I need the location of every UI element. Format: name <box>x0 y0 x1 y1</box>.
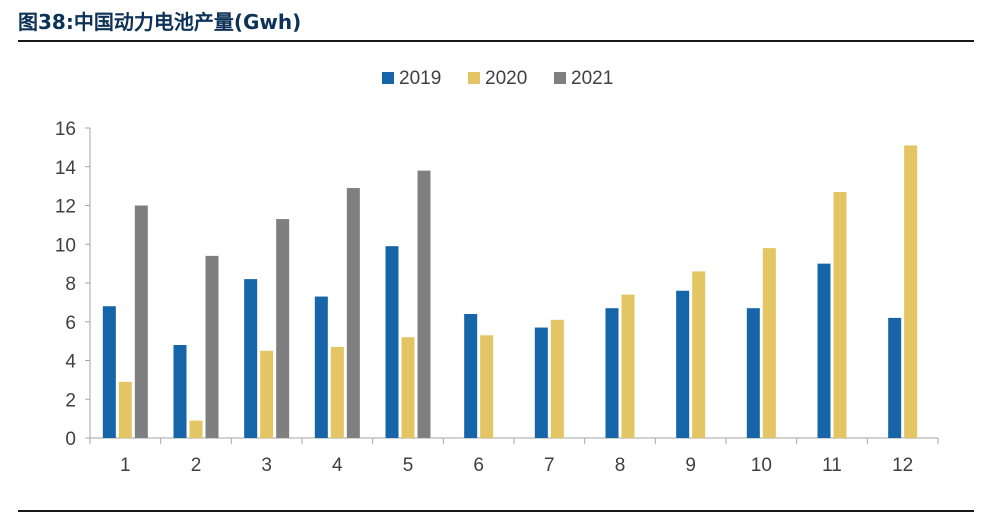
legend-swatch-2020 <box>468 72 480 84</box>
bar-2019-8 <box>605 308 619 438</box>
bar-2019-6 <box>464 314 478 438</box>
y-tick-label: 14 <box>55 158 77 179</box>
bar-2019-11 <box>817 263 831 438</box>
legend-label-2019: 2019 <box>399 68 441 89</box>
chart-bars <box>102 145 918 438</box>
x-tick-label: 3 <box>261 455 272 476</box>
bar-2021-5 <box>417 170 431 438</box>
bar-2020-4 <box>330 346 344 438</box>
bar-2019-9 <box>676 290 690 438</box>
legend-swatch-2021 <box>554 72 566 84</box>
bar-2019-2 <box>173 345 187 438</box>
bar-2020-3 <box>260 350 274 438</box>
x-tick-label: 9 <box>685 455 696 476</box>
legend-label-2020: 2020 <box>485 68 527 89</box>
x-tick-label: 1 <box>120 455 131 476</box>
y-tick-label: 10 <box>55 235 76 256</box>
y-axis: 0 2 4 6 8 10 12 14 16 <box>55 119 91 450</box>
x-tick-label: 5 <box>403 455 414 476</box>
y-tick-label: 4 <box>65 352 76 373</box>
bar-2019-3 <box>244 279 258 438</box>
bar-2021-1 <box>134 205 148 438</box>
bar-2019-10 <box>746 308 760 438</box>
bar-2021-2 <box>205 255 219 438</box>
y-tick-label: 12 <box>55 197 76 218</box>
bar-2019-12 <box>888 317 902 438</box>
bottom-divider <box>18 510 974 512</box>
bar-2020-1 <box>118 381 132 438</box>
x-tick-label: 7 <box>544 455 555 476</box>
bar-2019-4 <box>314 296 328 438</box>
x-tick-label: 6 <box>473 455 484 476</box>
bar-2021-3 <box>276 219 290 438</box>
x-tick-label: 8 <box>615 455 626 476</box>
x-tick-label: 12 <box>892 455 913 476</box>
bar-2020-10 <box>762 248 776 438</box>
y-tick-label: 2 <box>65 390 76 411</box>
bar-2020-8 <box>621 294 635 438</box>
bar-2020-6 <box>480 335 494 438</box>
bar-2020-9 <box>692 271 706 438</box>
x-tick-label: 4 <box>332 455 343 476</box>
figure-title: 图38:中国动力电池产量(Gwh) <box>18 10 302 34</box>
y-tick-label: 8 <box>65 274 76 295</box>
y-tick-label: 6 <box>65 313 76 334</box>
top-divider <box>18 40 974 42</box>
bar-2020-11 <box>833 191 847 438</box>
y-tick-label: 16 <box>55 119 76 140</box>
bar-2020-12 <box>904 145 918 438</box>
bar-2019-1 <box>102 306 116 438</box>
legend-label-2021: 2021 <box>571 68 613 89</box>
bar-2019-7 <box>534 327 548 438</box>
chart-legend: 2019 2020 2021 <box>382 68 613 89</box>
bar-2020-5 <box>401 337 415 438</box>
bar-2021-4 <box>346 188 360 438</box>
x-tick-label: 2 <box>191 455 202 476</box>
bar-2020-2 <box>189 420 203 438</box>
x-axis: 1 2 3 4 5 6 7 8 9 10 11 12 <box>89 437 939 476</box>
legend-swatch-2019 <box>382 72 394 84</box>
bar-2019-5 <box>385 246 399 438</box>
bar-2020-7 <box>550 319 564 438</box>
y-tick-label: 0 <box>65 429 76 450</box>
x-tick-label: 10 <box>751 455 772 476</box>
x-tick-label: 11 <box>822 455 842 476</box>
